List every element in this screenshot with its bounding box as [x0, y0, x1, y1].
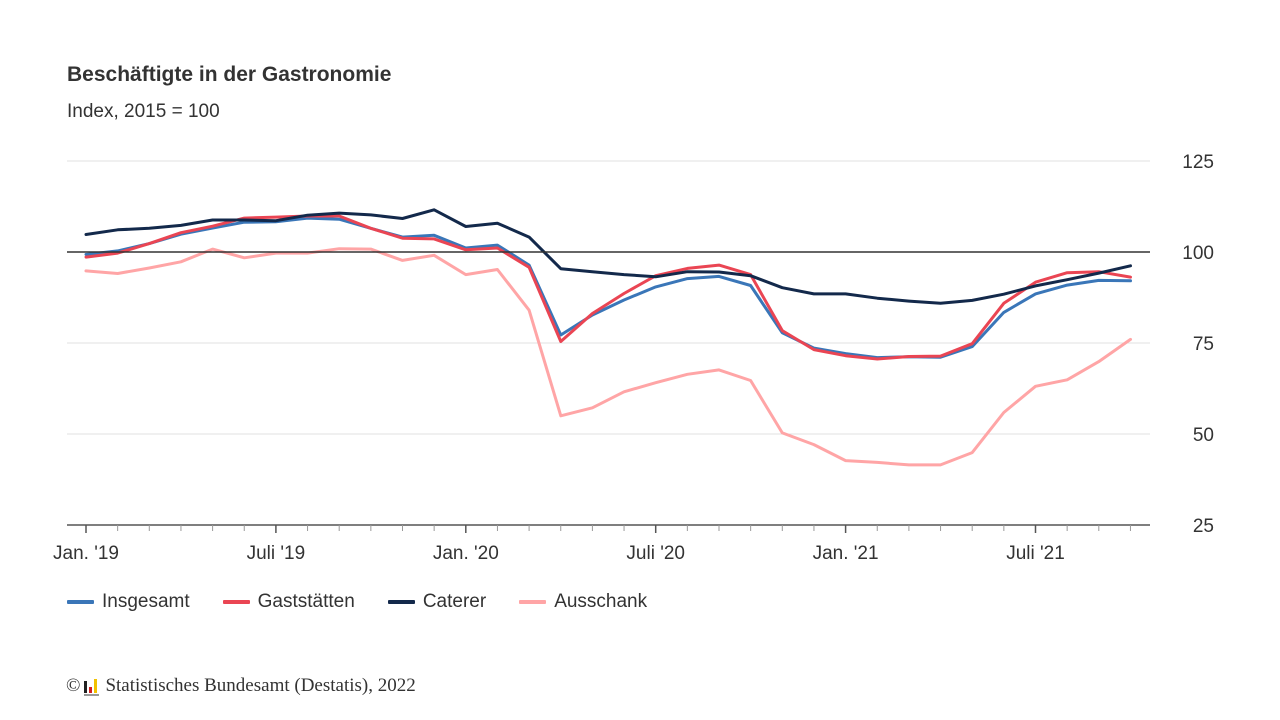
y-tick-label: 100	[1182, 243, 1214, 264]
x-tick-label: Juli '21	[1006, 543, 1065, 564]
series-line-gaststtten	[84, 214, 1132, 361]
chart-subtitle: Index, 2015 = 100	[67, 101, 220, 122]
legend-label: Gaststätten	[257, 591, 355, 612]
legend-swatch	[387, 600, 415, 604]
x-tick-label: Jan. '19	[53, 543, 119, 564]
copyright-symbol: ©	[66, 675, 81, 696]
chart-title: Beschäftigte in der Gastronomie	[67, 63, 392, 86]
source-text: Statistisches Bundesamt (Destatis), 2022	[105, 675, 416, 696]
series-line-caterer	[84, 208, 1132, 305]
destatis-logo-icon	[84, 679, 100, 696]
x-tick-label: Juli '20	[626, 543, 685, 564]
legend-label: Insgesamt	[102, 591, 190, 612]
x-tick-label: Juli '19	[247, 543, 306, 564]
source-footer: © Statistisches Bundesamt (Destatis), 20…	[66, 675, 416, 697]
x-tick-label: Jan. '21	[813, 543, 879, 564]
legend-item[interactable]: Ausschank	[519, 591, 647, 613]
x-tick-label: Jan. '20	[433, 543, 499, 564]
legend-label: Ausschank	[554, 591, 648, 612]
y-tick-label: 125	[1182, 152, 1214, 173]
y-tick-label: 75	[1193, 334, 1214, 355]
y-tick-label: 50	[1193, 425, 1214, 446]
legend-swatch	[67, 600, 94, 604]
legend-item[interactable]: Gaststätten	[222, 591, 355, 613]
series-line-ausschank	[84, 247, 1132, 467]
legend-swatch	[222, 600, 250, 604]
legend-label: Caterer	[422, 591, 487, 612]
legend-item[interactable]: Caterer	[387, 591, 487, 613]
legend-swatch	[519, 600, 547, 604]
y-tick-label: 25	[1193, 516, 1214, 537]
chart-legend: Insgesamt Gaststätten Caterer Ausschank	[67, 591, 680, 613]
legend-item[interactable]: Insgesamt	[67, 591, 190, 613]
series-line-insgesamt	[84, 216, 1132, 360]
